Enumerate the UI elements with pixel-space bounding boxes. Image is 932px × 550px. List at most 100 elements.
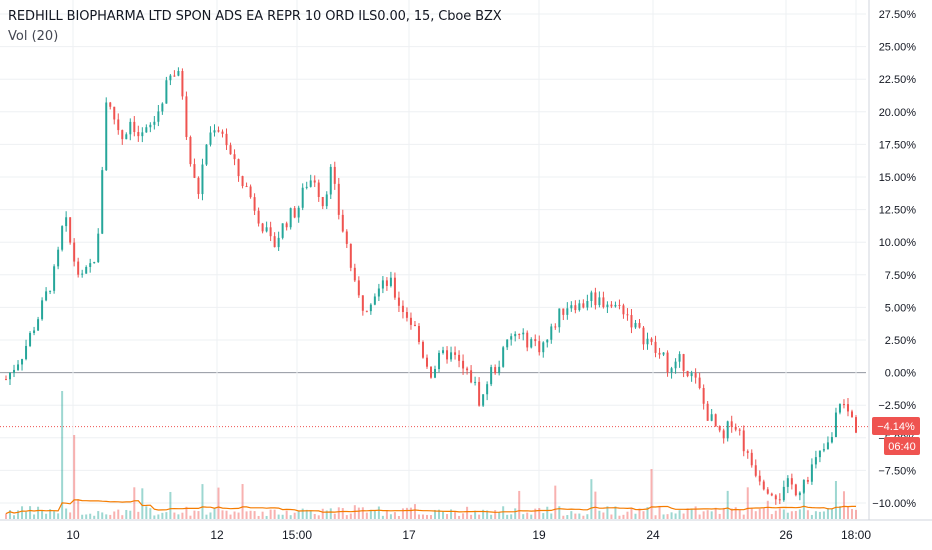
volume-bar — [265, 515, 268, 519]
candle-body — [678, 354, 681, 362]
candle-body — [690, 373, 693, 377]
volume-bar — [121, 515, 124, 519]
volume-bar — [161, 512, 164, 519]
volume-bar — [321, 508, 324, 519]
volume-bar — [554, 485, 557, 519]
volume-bar — [101, 512, 104, 519]
candle-body — [546, 339, 549, 343]
time-tick-label: 12 — [210, 528, 224, 542]
candle-body — [450, 352, 453, 360]
volume-bar — [586, 514, 589, 519]
candle-body — [694, 373, 697, 378]
candle-body — [834, 412, 837, 438]
volume-bar — [714, 507, 717, 519]
candle-body — [498, 366, 501, 374]
candle-body — [97, 233, 100, 263]
candle-body — [522, 332, 525, 335]
volume-bar — [746, 487, 749, 519]
price-tick-label: 5.00% — [885, 302, 916, 314]
volume-bar — [442, 511, 445, 519]
candle-body — [682, 354, 685, 371]
candle-body — [726, 421, 729, 439]
volume-indicator-label[interactable]: Vol (20) — [8, 29, 59, 44]
volume-bar — [798, 509, 801, 519]
volume-bar — [546, 506, 549, 519]
candle-body — [774, 495, 777, 500]
volume-bar — [89, 513, 92, 519]
candle-body — [658, 352, 661, 355]
volume-bar — [766, 500, 769, 519]
volume-bar — [41, 509, 44, 519]
candle-body — [794, 484, 797, 496]
volume-bar — [149, 508, 152, 519]
candle-body — [578, 303, 581, 311]
volume-bar — [385, 510, 388, 519]
candle-body — [85, 267, 88, 274]
candle-body — [185, 96, 188, 138]
volume-bar — [249, 510, 252, 519]
candle-body — [189, 137, 192, 165]
candle-body — [345, 231, 348, 244]
candle-body — [642, 327, 645, 345]
candle-body — [802, 480, 805, 493]
candle-body — [365, 310, 368, 312]
symbol-title[interactable]: REDHILL BIOPHARMA LTD SPON ADS EA REPR 1… — [8, 9, 502, 24]
volume-bar — [698, 514, 701, 519]
volume-bar — [269, 509, 272, 519]
volume-bar — [750, 507, 753, 519]
volume-bar — [281, 514, 284, 519]
volume-bar — [782, 509, 785, 519]
candle-body — [141, 132, 144, 137]
volume-bar — [97, 511, 100, 519]
volume-bar — [810, 514, 813, 519]
volume-bar — [834, 481, 837, 519]
volume-bar — [305, 509, 308, 519]
price-axis[interactable]: 27.50% 25.00% 22.50% 20.00% 17.50% 15.00% 12.5… — [872, 9, 916, 510]
candle-body — [710, 414, 713, 421]
volume-bar — [145, 506, 148, 519]
volume-bar — [855, 509, 857, 519]
candle-body — [850, 411, 853, 418]
volume-bar — [450, 509, 453, 519]
volume-bar — [233, 511, 236, 519]
candle-body — [606, 304, 609, 308]
candle-body — [341, 214, 344, 232]
candle-body — [810, 464, 813, 482]
volume-bar — [606, 506, 609, 519]
price-tick-label: 0.00% — [885, 368, 916, 380]
volume-bar — [850, 509, 853, 519]
candle-body — [478, 381, 481, 406]
candle-body — [313, 180, 316, 183]
candle-body — [409, 317, 412, 325]
volume-bar — [462, 513, 465, 519]
candle-body — [29, 333, 32, 346]
volume-bar — [778, 508, 781, 519]
candle-body — [337, 183, 340, 215]
time-axis[interactable]: 10 12 15:00 17 19 24 26 18:00 — [66, 528, 871, 542]
candle-body — [706, 403, 709, 421]
candle-body — [702, 387, 705, 404]
volume-bar — [830, 508, 833, 519]
volume-bar — [634, 513, 637, 519]
candle-body — [622, 305, 625, 315]
candle-body — [438, 352, 441, 370]
candle-body — [209, 132, 212, 145]
volume-bar — [518, 490, 521, 519]
candle-body — [117, 119, 120, 131]
volume-bar — [393, 512, 396, 519]
candle-body — [534, 339, 537, 342]
volume-bar — [381, 515, 384, 519]
volume-bar — [289, 515, 292, 519]
candle-body — [646, 338, 649, 345]
volume-bar — [361, 507, 364, 519]
volume-bar — [345, 515, 348, 519]
candle-body — [714, 414, 717, 427]
volume-bar — [81, 514, 84, 519]
candle-body — [425, 357, 428, 367]
price-tick-label: 17.50% — [879, 139, 917, 151]
candle-body — [261, 223, 264, 232]
countdown-badge-bg — [884, 437, 920, 455]
volume-bar — [786, 512, 789, 519]
candle-body — [502, 347, 505, 367]
